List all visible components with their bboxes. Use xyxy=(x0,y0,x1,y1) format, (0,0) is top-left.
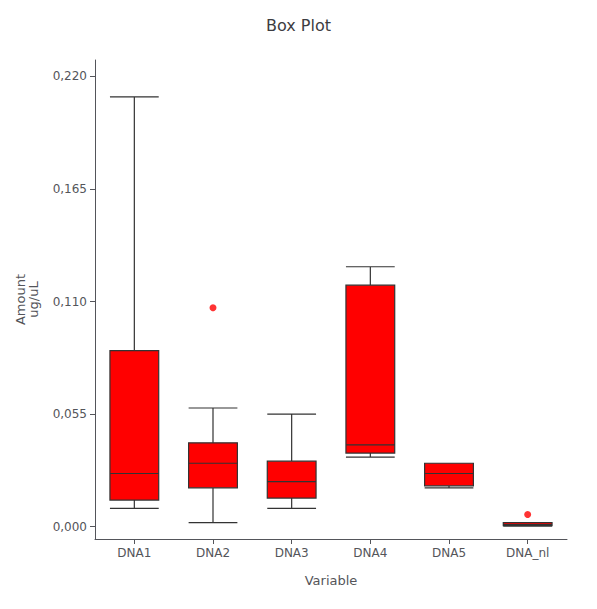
svg-text:DNA4: DNA4 xyxy=(353,546,387,560)
svg-text:DNA_nl: DNA_nl xyxy=(506,546,549,560)
svg-text:DNA2: DNA2 xyxy=(196,546,230,560)
svg-text:ug/uL: ug/uL xyxy=(26,281,41,318)
svg-text:0,055: 0,055 xyxy=(53,407,87,421)
svg-text:DNA3: DNA3 xyxy=(275,546,309,560)
svg-text:DNA1: DNA1 xyxy=(117,546,151,560)
svg-text:0,220: 0,220 xyxy=(53,69,87,83)
svg-text:Variable: Variable xyxy=(305,573,358,588)
svg-text:0,110: 0,110 xyxy=(53,295,87,309)
svg-text:0,000: 0,000 xyxy=(53,520,87,534)
svg-text:Box Plot: Box Plot xyxy=(266,16,331,35)
svg-text:DNA5: DNA5 xyxy=(432,546,466,560)
svg-text:Amount: Amount xyxy=(13,274,28,325)
svg-text:0,165: 0,165 xyxy=(53,182,87,196)
